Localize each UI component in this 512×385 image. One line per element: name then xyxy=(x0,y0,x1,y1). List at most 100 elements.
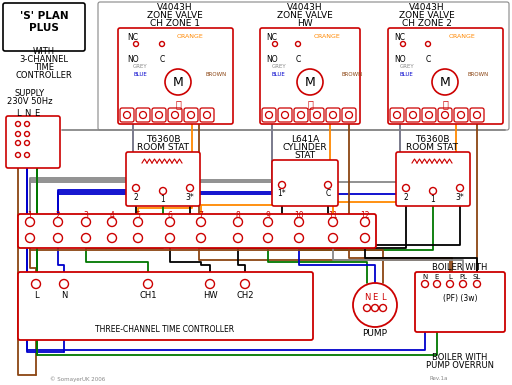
Text: NO: NO xyxy=(127,55,139,65)
Circle shape xyxy=(26,218,34,226)
Circle shape xyxy=(25,122,30,127)
FancyBboxPatch shape xyxy=(18,272,313,340)
Text: M: M xyxy=(173,75,183,89)
Text: CH ZONE 1: CH ZONE 1 xyxy=(150,20,200,28)
Text: ORANGE: ORANGE xyxy=(177,35,203,40)
Text: 12: 12 xyxy=(360,211,370,219)
Circle shape xyxy=(25,141,30,146)
Text: E: E xyxy=(372,293,378,303)
Text: V4043H: V4043H xyxy=(157,3,193,12)
Circle shape xyxy=(282,112,288,119)
Circle shape xyxy=(134,218,142,226)
Circle shape xyxy=(32,280,40,288)
Circle shape xyxy=(133,184,139,191)
Circle shape xyxy=(279,181,286,189)
Circle shape xyxy=(297,69,323,95)
Text: 3*: 3* xyxy=(456,194,464,203)
Text: CH2: CH2 xyxy=(236,291,254,300)
Circle shape xyxy=(474,281,480,288)
FancyBboxPatch shape xyxy=(470,108,484,122)
Text: 11: 11 xyxy=(328,211,338,219)
FancyBboxPatch shape xyxy=(342,108,356,122)
Circle shape xyxy=(441,112,449,119)
Circle shape xyxy=(233,218,243,226)
Text: N: N xyxy=(24,109,30,117)
Text: 9: 9 xyxy=(266,211,270,219)
FancyBboxPatch shape xyxy=(126,152,200,206)
FancyBboxPatch shape xyxy=(118,28,233,124)
Circle shape xyxy=(360,233,370,243)
FancyBboxPatch shape xyxy=(262,108,276,122)
Text: CH ZONE 2: CH ZONE 2 xyxy=(402,20,452,28)
Circle shape xyxy=(360,218,370,226)
Text: N: N xyxy=(364,293,370,303)
Text: ROOM STAT: ROOM STAT xyxy=(137,142,189,152)
FancyBboxPatch shape xyxy=(396,152,470,206)
FancyBboxPatch shape xyxy=(152,108,166,122)
FancyBboxPatch shape xyxy=(3,3,85,51)
Text: GREY: GREY xyxy=(272,65,287,70)
Text: BOILER WITH: BOILER WITH xyxy=(432,263,488,273)
Text: 1: 1 xyxy=(431,194,435,204)
Text: WITH: WITH xyxy=(33,47,55,57)
Circle shape xyxy=(203,112,210,119)
Text: Rev.1a: Rev.1a xyxy=(430,377,449,382)
Circle shape xyxy=(108,218,117,226)
Circle shape xyxy=(400,42,406,47)
Text: BROWN: BROWN xyxy=(342,72,363,77)
Circle shape xyxy=(353,283,397,327)
Circle shape xyxy=(264,233,272,243)
FancyBboxPatch shape xyxy=(422,108,436,122)
Text: L: L xyxy=(448,274,452,280)
Text: BOILER WITH: BOILER WITH xyxy=(432,353,488,363)
Circle shape xyxy=(294,233,304,243)
Text: THREE-CHANNEL TIME CONTROLLER: THREE-CHANNEL TIME CONTROLLER xyxy=(95,325,234,335)
Text: ZONE VALVE: ZONE VALVE xyxy=(399,12,455,20)
FancyBboxPatch shape xyxy=(260,28,360,124)
Circle shape xyxy=(379,305,387,311)
Circle shape xyxy=(241,280,249,288)
Text: 5: 5 xyxy=(136,211,140,219)
Text: NC: NC xyxy=(127,32,139,42)
Circle shape xyxy=(394,112,400,119)
Text: 3: 3 xyxy=(83,211,89,219)
Text: ORANGE: ORANGE xyxy=(449,35,475,40)
Text: GREY: GREY xyxy=(400,65,415,70)
FancyBboxPatch shape xyxy=(406,108,420,122)
Circle shape xyxy=(266,112,272,119)
Circle shape xyxy=(81,233,91,243)
Circle shape xyxy=(457,184,463,191)
Circle shape xyxy=(81,218,91,226)
Text: ORANGE: ORANGE xyxy=(314,35,340,40)
Text: N: N xyxy=(422,274,428,280)
FancyBboxPatch shape xyxy=(278,108,292,122)
Text: NO: NO xyxy=(266,55,278,65)
Text: 'S' PLAN: 'S' PLAN xyxy=(19,11,68,21)
Circle shape xyxy=(197,218,205,226)
Circle shape xyxy=(425,42,431,47)
Circle shape xyxy=(364,305,371,311)
Text: GREY: GREY xyxy=(133,65,147,70)
FancyBboxPatch shape xyxy=(388,28,503,124)
Text: BROWN: BROWN xyxy=(468,72,489,77)
Circle shape xyxy=(139,112,146,119)
Text: ZONE VALVE: ZONE VALVE xyxy=(147,12,203,20)
Text: HW: HW xyxy=(297,20,313,28)
Text: NC: NC xyxy=(395,32,406,42)
Circle shape xyxy=(187,112,195,119)
Text: 7: 7 xyxy=(199,211,203,219)
Circle shape xyxy=(53,218,62,226)
Text: ROOM STAT: ROOM STAT xyxy=(406,142,458,152)
Text: © SomayerUK 2006: © SomayerUK 2006 xyxy=(50,376,105,382)
Text: 6: 6 xyxy=(167,211,173,219)
Text: HW: HW xyxy=(203,291,217,300)
Text: 2: 2 xyxy=(134,194,138,203)
Circle shape xyxy=(156,112,162,119)
Circle shape xyxy=(134,42,139,47)
Circle shape xyxy=(205,280,215,288)
Text: NC: NC xyxy=(267,32,278,42)
Text: ⏚: ⏚ xyxy=(307,99,313,109)
FancyBboxPatch shape xyxy=(454,108,468,122)
FancyBboxPatch shape xyxy=(326,108,340,122)
FancyBboxPatch shape xyxy=(168,108,182,122)
